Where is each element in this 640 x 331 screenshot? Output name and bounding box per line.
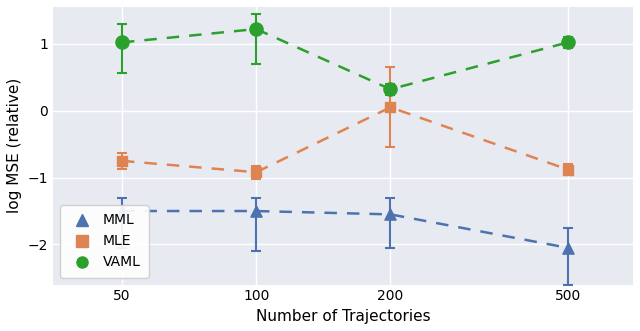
Point	[385, 87, 396, 92]
Point	[117, 40, 127, 45]
Point	[563, 245, 573, 251]
Point	[117, 209, 127, 214]
Point	[563, 167, 573, 172]
Point	[385, 105, 396, 110]
Point	[251, 209, 261, 214]
Y-axis label: log MSE (relative): log MSE (relative)	[7, 78, 22, 213]
Point	[563, 40, 573, 45]
Point	[251, 169, 261, 175]
Point	[385, 212, 396, 217]
Point	[251, 26, 261, 32]
Point	[117, 158, 127, 164]
X-axis label: Number of Trajectories: Number of Trajectories	[255, 309, 430, 324]
Legend: MML, MLE, VAML: MML, MLE, VAML	[60, 205, 149, 278]
